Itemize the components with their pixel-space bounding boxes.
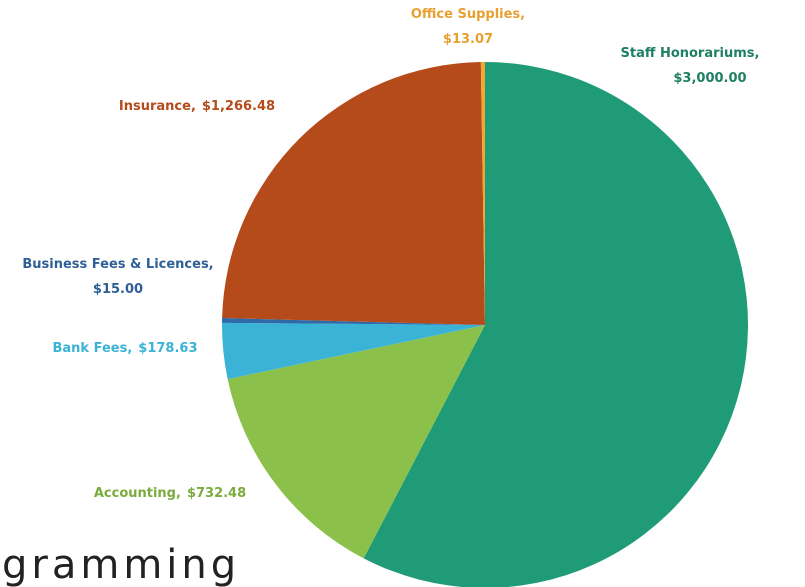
value-label: $3,000.00: [673, 71, 746, 86]
value-label: $178.63: [138, 341, 197, 356]
category-label: Accounting,: [94, 486, 181, 501]
background-text: gramming: [2, 542, 240, 587]
category-label: Insurance,: [119, 99, 196, 114]
category-label: Staff Honorariums,: [621, 46, 760, 61]
value-label: $13.07: [443, 32, 493, 47]
pie-slice: [480, 62, 485, 325]
pie-slice: [222, 322, 485, 380]
pie-slice: [227, 325, 485, 559]
category-label: Business Fees & Licences,: [22, 257, 213, 272]
data-label: Business Fees & Licences, $15.00: [22, 257, 213, 297]
pie-slice: [363, 62, 748, 587]
data-label: Insurance, $1,266.48: [119, 99, 275, 114]
category-label: Office Supplies,: [411, 7, 525, 22]
data-label: Accounting, $732.48: [94, 486, 246, 501]
value-label: $1,266.48: [202, 99, 275, 114]
value-label: $15.00: [93, 282, 143, 297]
data-label: Bank Fees, $178.63: [53, 341, 198, 356]
value-label: $732.48: [187, 486, 246, 501]
data-label: Staff Honorariums, $3,000.00: [621, 46, 760, 86]
data-label: Office Supplies, $13.07: [411, 7, 525, 47]
category-label: Bank Fees,: [53, 341, 133, 356]
pie-slice: [222, 62, 485, 326]
pie-slice: [222, 318, 485, 325]
